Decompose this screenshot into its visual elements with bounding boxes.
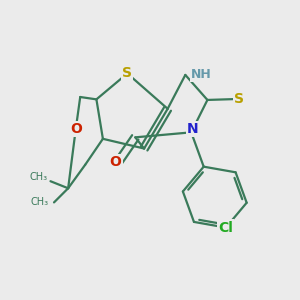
Text: CH₃: CH₃	[31, 196, 49, 206]
Text: S: S	[122, 66, 132, 80]
Text: O: O	[110, 155, 122, 169]
Text: O: O	[70, 122, 82, 136]
Text: N: N	[187, 122, 199, 136]
Text: S: S	[234, 92, 244, 106]
Text: Cl: Cl	[218, 220, 233, 235]
Text: CH₃: CH₃	[29, 172, 47, 182]
Text: NH: NH	[190, 68, 212, 81]
